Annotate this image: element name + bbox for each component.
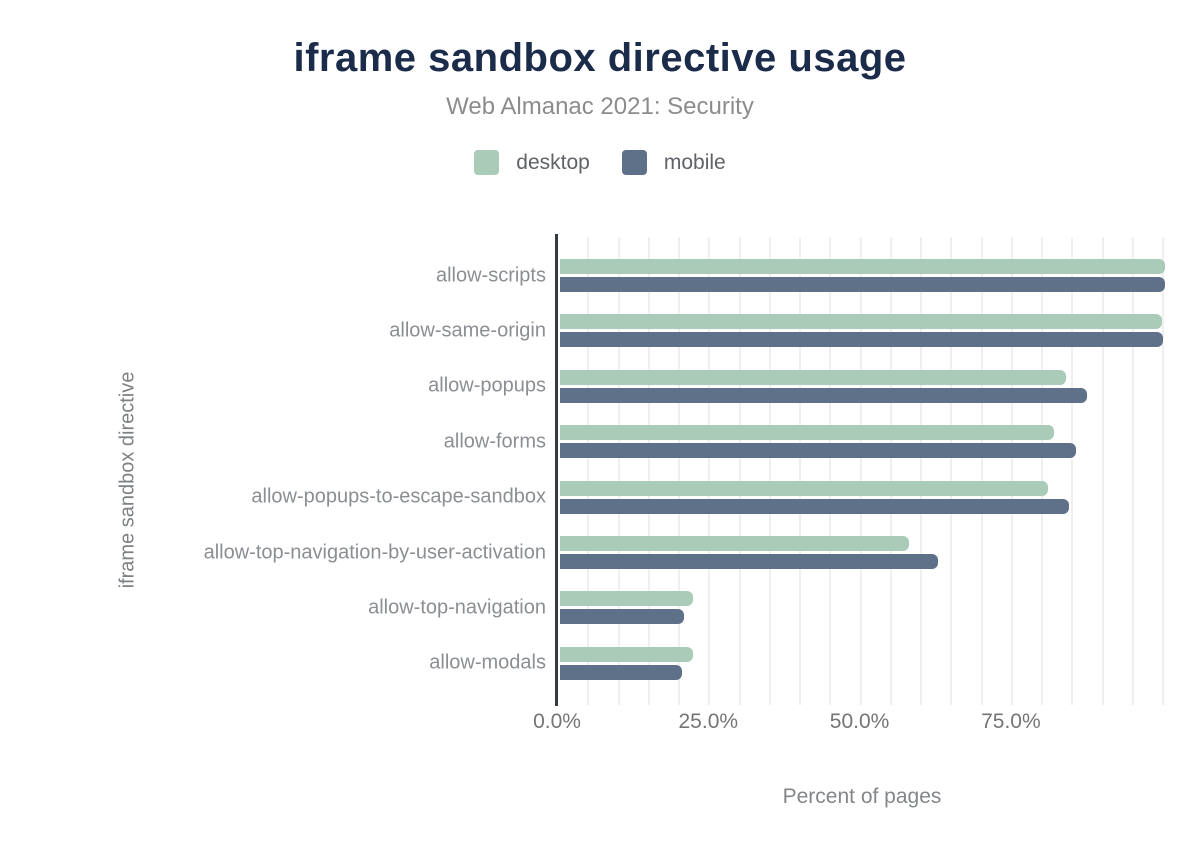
gridline [708, 237, 711, 705]
category-label-allow-popups: allow-popups [428, 374, 546, 397]
category-label-allow-forms: allow-forms [443, 430, 546, 453]
gridline [1131, 237, 1134, 705]
gridline [768, 237, 771, 705]
category-label-allow-modals: allow-modals [429, 651, 546, 674]
legend-label-desktop: desktop [516, 150, 590, 174]
x-axis-title: Percent of pages [782, 785, 942, 808]
plot-area [557, 237, 1167, 705]
category-label-allow-popups-to-escape-sandbox: allow-popups-to-escape-sandbox [251, 485, 546, 508]
gridline [980, 237, 983, 705]
gridline [738, 237, 741, 705]
bar-mobile-allow-same-origin [560, 332, 1164, 348]
legend-swatch-mobile-icon [621, 150, 647, 175]
legend: desktop mobile [0, 150, 1200, 175]
gridline [1162, 237, 1165, 705]
bar-mobile-allow-scripts [560, 277, 1165, 292]
bar-mobile-allow-top-navigation-by-user-activation [560, 554, 938, 569]
category-label-allow-top-navigation-by-user-activation: allow-top-navigation-by-user-activation [203, 541, 546, 563]
gridline [1101, 237, 1104, 705]
gridline [1071, 237, 1074, 705]
gridline [678, 237, 681, 705]
x-tick-label-0.0%: 0.0% [533, 710, 581, 733]
bar-desktop-allow-top-navigation [560, 591, 694, 607]
chart-subtitle: Web Almanac 2021: Security [446, 93, 754, 120]
category-label-allow-scripts: allow-scripts [435, 264, 546, 286]
gridline [859, 237, 862, 705]
bar-mobile-allow-popups [560, 387, 1088, 403]
legend-label-mobile: mobile [663, 150, 726, 174]
x-tick-label-25.0%: 25.0% [678, 710, 739, 733]
gridline [799, 237, 802, 705]
gridline [617, 237, 620, 705]
legend-swatch-desktop-icon [474, 150, 500, 175]
bar-desktop-allow-modals [560, 646, 693, 662]
legend-item-desktop: desktop [474, 150, 590, 175]
gridline [647, 237, 650, 705]
bar-desktop-allow-forms [560, 425, 1054, 441]
gridline [829, 237, 832, 705]
bar-desktop-allow-scripts [560, 259, 1165, 274]
bar-desktop-allow-top-navigation-by-user-activation [560, 536, 909, 551]
y-axis-line [555, 234, 558, 706]
bar-mobile-allow-modals [560, 664, 683, 680]
gridline [950, 237, 953, 705]
gridline [1010, 237, 1013, 705]
chart-title: iframe sandbox directive usage [293, 36, 907, 80]
bar-mobile-allow-popups-to-escape-sandbox [560, 498, 1069, 514]
gridline [920, 237, 923, 705]
category-label-allow-top-navigation: allow-top-navigation [368, 596, 546, 619]
gridline [889, 237, 892, 705]
x-tick-label-75.0%: 75.0% [981, 710, 1041, 733]
bar-desktop-allow-popups-to-escape-sandbox [560, 480, 1049, 496]
gridline [587, 237, 590, 705]
gridline [1041, 237, 1044, 705]
bar-mobile-allow-forms [560, 443, 1077, 459]
bar-desktop-allow-same-origin [560, 314, 1163, 330]
legend-item-mobile: mobile [621, 150, 726, 175]
category-label-allow-same-origin: allow-same-origin [389, 319, 546, 342]
bar-desktop-allow-popups [560, 369, 1066, 385]
x-tick-label-50.0%: 50.0% [829, 710, 890, 733]
bar-mobile-allow-top-navigation [560, 609, 685, 625]
